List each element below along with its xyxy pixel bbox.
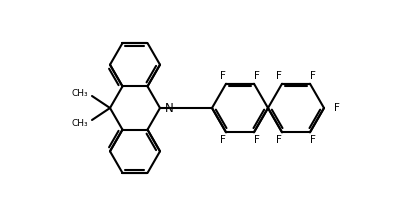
Text: F: F	[275, 135, 281, 145]
Text: CH₃: CH₃	[71, 89, 88, 97]
Text: F: F	[253, 71, 259, 81]
Text: F: F	[333, 103, 339, 113]
Text: F: F	[219, 71, 225, 81]
Text: F: F	[253, 135, 259, 145]
Text: F: F	[309, 135, 315, 145]
Text: F: F	[219, 135, 225, 145]
Text: CH₃: CH₃	[71, 119, 88, 127]
Text: F: F	[275, 71, 281, 81]
Text: F: F	[309, 71, 315, 81]
Text: N: N	[164, 102, 173, 114]
